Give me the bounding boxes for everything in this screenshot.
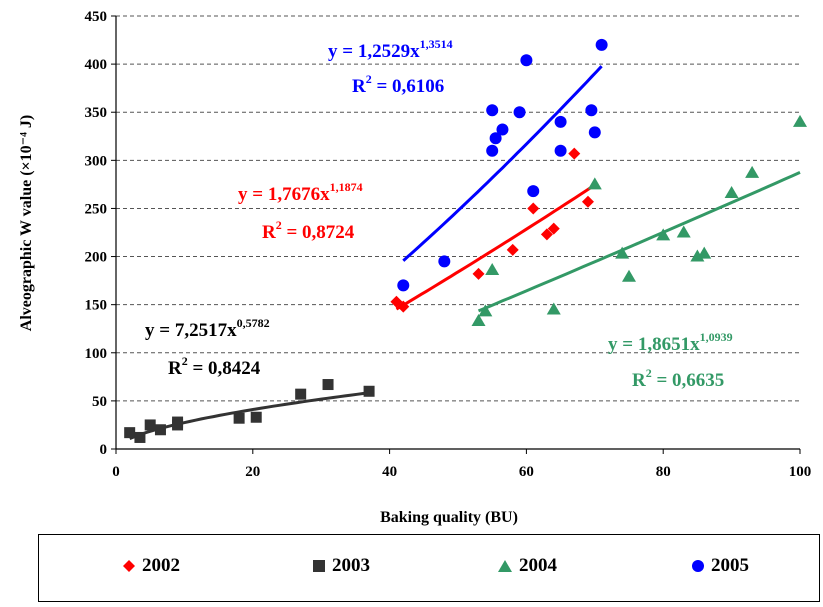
point-2005	[588, 126, 601, 139]
point-2004	[471, 314, 486, 327]
axes	[115, 16, 800, 450]
y-tick-label: 50	[92, 394, 107, 410]
point-2002	[397, 300, 410, 313]
point-2003	[134, 431, 146, 443]
legend-item-2004: 2004	[497, 555, 557, 577]
point-2005	[496, 123, 509, 136]
point-2003	[363, 385, 375, 397]
legend-label-2003: 2003	[332, 555, 370, 576]
point-2003	[144, 419, 156, 431]
point-2002	[506, 243, 519, 256]
point-2005	[520, 54, 533, 67]
equation-2005: y = 1,2529x1,3514	[328, 37, 453, 62]
point-2005	[489, 132, 502, 145]
legend: 2002 2003 2004 2005	[38, 534, 820, 602]
point-2005	[486, 144, 499, 157]
legend-label-2002: 2002	[142, 555, 180, 576]
diamond-marker-icon	[123, 560, 135, 572]
trend-lines	[129, 65, 801, 440]
point-2005	[554, 115, 567, 128]
x-tick-label: 80	[656, 464, 671, 480]
y-tick-label: 400	[85, 57, 108, 73]
trend-line-2005	[402, 65, 603, 262]
x-tick-label: 0	[112, 464, 120, 480]
triangle-marker-icon	[498, 560, 512, 572]
r2-2004: R2 = 0,6635	[632, 366, 724, 391]
point-2002	[472, 267, 485, 280]
point-2004	[697, 246, 712, 259]
point-2002	[547, 222, 560, 235]
y-tick-label: 300	[85, 153, 108, 169]
point-2004	[485, 263, 500, 276]
square-marker-icon	[313, 560, 325, 572]
legend-label-2005: 2005	[711, 555, 749, 576]
data-points	[124, 38, 807, 443]
y-tick-label: 450	[85, 9, 108, 25]
y-axis-ticks: 0 50 100 150 200 250 300 350 400 450	[85, 9, 116, 458]
point-2004	[546, 302, 561, 315]
trend-line-2004	[477, 171, 801, 313]
x-tick-label: 100	[789, 464, 812, 480]
scatter-chart: 0 50 100 150 200 250 300 350 400 450 0 20 40 60 80 100…	[18, 9, 811, 526]
y-tick-label: 0	[100, 442, 108, 458]
point-2004	[793, 114, 807, 127]
legend-label-2004: 2004	[519, 555, 557, 576]
x-axis-ticks: 0 20 40 60 80 100	[112, 449, 811, 480]
y-tick-label: 200	[85, 250, 108, 266]
point-2003	[295, 388, 307, 400]
point-2005	[554, 144, 567, 157]
point-2004	[656, 228, 671, 241]
x-tick-label: 60	[519, 464, 534, 480]
point-2005	[595, 38, 608, 51]
point-2005	[438, 255, 451, 268]
point-2004	[745, 165, 760, 178]
point-2003	[322, 379, 334, 391]
y-tick-label: 350	[85, 105, 108, 121]
equation-2002: y = 1,7676x1,1874	[238, 180, 363, 205]
y-tick-label: 150	[85, 298, 108, 314]
y-axis-title: Alveographic W value (×10⁻⁴ J)	[18, 115, 35, 331]
legend-item-2002: 2002	[122, 555, 180, 577]
equation-2003: y = 7,2517x0,5782	[145, 316, 270, 341]
point-2003	[250, 411, 262, 423]
point-2003	[172, 419, 184, 431]
r2-2005: R2 = 0,6106	[352, 72, 444, 97]
point-2005	[397, 279, 410, 292]
trend-line-2002	[395, 183, 596, 311]
point-2004	[615, 246, 630, 259]
point-2005	[585, 104, 598, 117]
point-2003	[124, 427, 136, 439]
point-2005	[527, 185, 540, 198]
x-axis-title: Baking quality (BU)	[380, 509, 518, 526]
circle-marker-icon	[692, 560, 704, 572]
equation-2004: y = 1,8651x1,0939	[608, 330, 733, 355]
point-2004	[622, 269, 636, 282]
point-2004	[724, 186, 739, 199]
gridlines	[116, 15, 800, 402]
point-2004	[587, 177, 602, 190]
trend-line-2003	[129, 391, 370, 440]
point-2004	[676, 225, 691, 238]
x-tick-label: 40	[382, 464, 397, 480]
point-2002	[527, 202, 540, 215]
r2-2003: R2 = 0,8424	[168, 354, 261, 379]
y-tick-label: 250	[85, 201, 108, 217]
point-2002	[568, 147, 581, 160]
point-2002	[581, 195, 594, 208]
point-2005	[513, 106, 526, 119]
point-2005	[486, 104, 499, 117]
r2-2002: R2 = 0,8724	[262, 218, 355, 243]
x-tick-label: 20	[245, 464, 260, 480]
point-2004	[478, 304, 493, 317]
point-2003	[233, 412, 245, 424]
legend-item-2003: 2003	[312, 555, 370, 577]
y-tick-label: 100	[85, 346, 108, 362]
point-2002	[540, 228, 553, 241]
legend-item-2005: 2005	[691, 555, 749, 577]
point-2003	[154, 424, 166, 436]
